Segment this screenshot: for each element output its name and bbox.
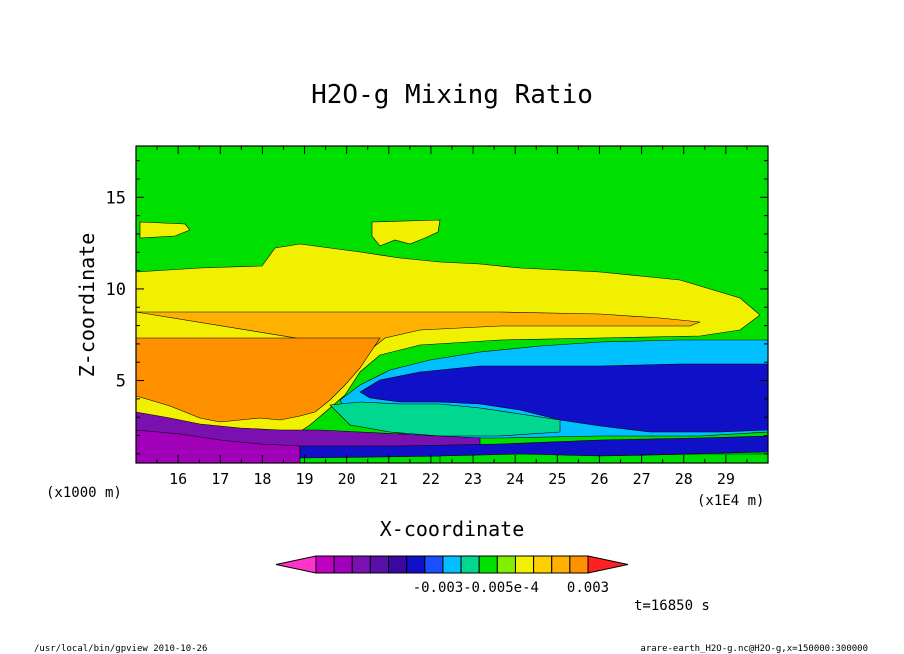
- x-unit-left: (x1000 m): [46, 485, 122, 501]
- colorbar-arrow-right: [587, 555, 629, 574]
- colorbar-labels: -0.003 -0.005e-4 0.003: [413, 580, 609, 596]
- x-tick-label-27: 27: [633, 470, 651, 488]
- colorbar-swatch: [460, 555, 480, 574]
- colorbar-swatch: [406, 555, 426, 574]
- x-axis-label: X-coordinate: [380, 517, 525, 541]
- colorbar-swatch: [514, 555, 535, 574]
- colorbar-label-3: 0.003: [567, 580, 609, 596]
- y-tick-label-10: 10: [106, 280, 126, 300]
- colorbar-label-2: -0.005e-4: [463, 580, 539, 596]
- colorbar-swatch: [533, 555, 553, 574]
- region-yellow-upper-left: [139, 221, 191, 239]
- colorbar-swatch: [369, 555, 390, 574]
- x-tick-label-28: 28: [675, 470, 693, 488]
- x-tick-label-29: 29: [717, 470, 735, 488]
- x-tick-label-24: 24: [506, 470, 524, 488]
- x-tick-label-21: 21: [380, 470, 398, 488]
- y-tick-label-15: 15: [106, 188, 126, 208]
- colorbar-swatch: [569, 555, 589, 574]
- x-tick-label-16: 16: [169, 470, 187, 488]
- x-tick-label-18: 18: [253, 470, 271, 488]
- colorbar-swatch: [478, 555, 498, 574]
- colorbar-swatch: [551, 555, 571, 574]
- x-tick-label-22: 22: [422, 470, 440, 488]
- x-tick-label-25: 25: [548, 470, 566, 488]
- region-green-surface: [439, 453, 768, 463]
- region-green-pockets: [329, 401, 561, 437]
- y-axis-tick-labels: 5 10 15: [106, 188, 126, 391]
- region-purple-surface: [136, 429, 301, 463]
- colorbar-swatch: [333, 555, 353, 574]
- x-tick-label-17: 17: [211, 470, 229, 488]
- y-tick-label-5: 5: [116, 372, 126, 392]
- y-axis-ticks: [136, 160, 768, 455]
- x-unit-right: (x1E4 m): [697, 493, 764, 509]
- region-orange-band: [136, 311, 701, 351]
- region-yellow-upper-mid: [371, 219, 441, 247]
- footer-left: /usr/local/bin/gpview 2010-10-26: [34, 644, 207, 654]
- x-tick-label-19: 19: [296, 470, 314, 488]
- x-tick-label-20: 20: [338, 470, 356, 488]
- colorbar: [275, 555, 629, 574]
- footer-right: arare-earth_H2O-g.nc@H2O-g,x=150000:3000…: [640, 644, 868, 654]
- x-tick-label-23: 23: [464, 470, 482, 488]
- x-axis-ticks: [156, 146, 748, 463]
- colorbar-swatch: [388, 555, 408, 574]
- contour-fields: [136, 146, 768, 463]
- x-tick-label-26: 26: [590, 470, 608, 488]
- colorbar-arrow-left: [275, 555, 317, 574]
- colorbar-swatch: [442, 555, 462, 574]
- colorbar-swatch: [424, 555, 444, 574]
- region-blue-band: [359, 363, 768, 433]
- time-label: t=16850 s: [634, 598, 710, 614]
- region-orange-core: [136, 337, 381, 423]
- chart-title: H2O-g Mixing Ratio: [311, 80, 593, 110]
- colorbar-swatch: [351, 555, 371, 574]
- y-axis-label: Z-coordinate: [75, 233, 99, 378]
- region-blue-surface: [299, 435, 768, 459]
- colorbar-label-1: -0.003: [413, 580, 464, 596]
- colorbar-swatch: [315, 555, 335, 574]
- x-axis-tick-labels: 16 17 18 19 20 21 22 23 24 25 26 27 28 29: [169, 470, 735, 488]
- colorbar-swatch: [496, 555, 516, 574]
